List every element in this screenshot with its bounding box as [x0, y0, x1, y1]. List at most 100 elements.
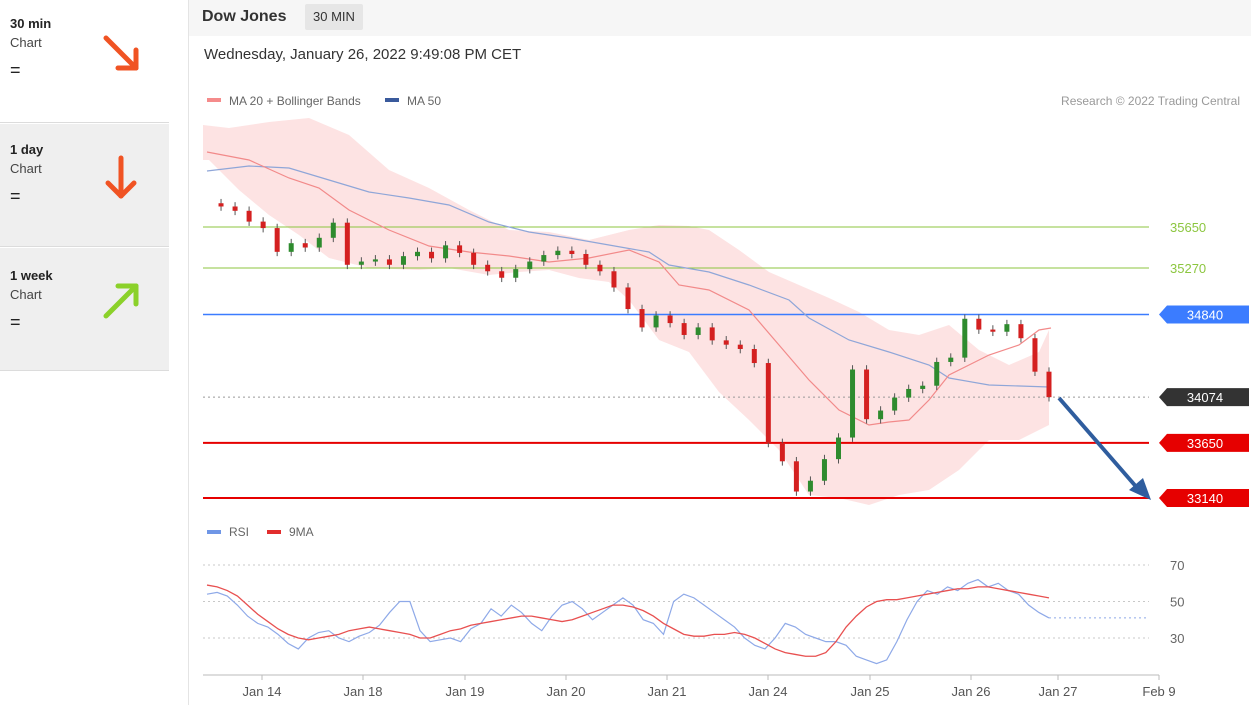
candle-body: [1046, 371, 1052, 398]
symbol-title: Dow Jones: [202, 8, 287, 25]
forecast-arrow-head: [1129, 478, 1151, 500]
candle-body: [499, 271, 505, 278]
tf-card-30min[interactable]: 30 min Chart =: [0, 0, 169, 123]
candle-body: [751, 349, 757, 364]
tf-title: 30 min: [10, 16, 52, 31]
timeframe-badge[interactable]: 30 MIN: [305, 4, 363, 30]
x-tick-label: Jan 19: [445, 684, 484, 699]
candle-body: [218, 203, 224, 207]
tf-card-1day[interactable]: 1 day Chart =: [0, 124, 169, 247]
candle-body: [457, 245, 463, 253]
candle-body: [344, 222, 350, 265]
candle-body: [807, 480, 813, 492]
levels-layer: 35650 35270 34840 34074 33650 33140: [203, 220, 1249, 507]
candle-body: [527, 261, 533, 270]
candle-body: [541, 255, 547, 262]
candle-body: [723, 340, 729, 345]
candle-body: [920, 385, 926, 389]
candle-body: [653, 315, 659, 328]
candle-body: [611, 271, 617, 288]
tf-status: =: [10, 312, 21, 332]
candle-body: [555, 250, 561, 256]
level-tag: [1159, 388, 1249, 407]
candles-layer: [218, 198, 1052, 496]
ma9-legend-swatch: [267, 530, 281, 534]
candle-body: [779, 442, 785, 462]
ma50-legend-label: MA 50: [407, 94, 441, 108]
arrow-down-icon: [105, 155, 137, 199]
candle-body: [793, 461, 799, 492]
candle-body: [681, 323, 687, 335]
x-tick-label: Jan 21: [647, 684, 686, 699]
candle-body: [386, 259, 392, 265]
tf-title: 1 day: [10, 142, 44, 157]
tf-status: =: [10, 60, 21, 80]
candle-body: [302, 243, 308, 248]
tf-subtitle: Chart: [10, 35, 42, 50]
candle-body: [246, 210, 252, 222]
candle-body: [372, 259, 378, 262]
candle-body: [274, 228, 280, 252]
candle-body: [695, 327, 701, 335]
candle-body: [316, 237, 322, 248]
candle-body: [443, 245, 449, 259]
rsi-panel: 70 50 30: [203, 558, 1184, 665]
level-tag: [1159, 489, 1249, 507]
tf-subtitle: Chart: [10, 161, 42, 176]
candle-body: [976, 318, 982, 330]
candle-body: [415, 251, 420, 257]
candle-body: [358, 261, 364, 265]
candle-body: [471, 252, 477, 265]
candle-body: [892, 397, 898, 411]
level-tag: [1159, 433, 1249, 452]
candle-body: [864, 369, 870, 420]
price-chart: MA 20 + Bollinger Bands MA 50 Research ©…: [203, 94, 1249, 699]
x-tick-label: Jan 18: [343, 684, 382, 699]
candle-body: [1018, 324, 1024, 339]
candle-body: [583, 253, 589, 265]
bollinger-band: [203, 118, 1049, 505]
candle-body: [836, 437, 841, 460]
candle-body: [906, 388, 912, 398]
candle-body: [597, 264, 603, 272]
candle-body: [625, 287, 631, 310]
candle-body: [400, 256, 406, 265]
candle-body: [667, 315, 673, 324]
level-tag: [1159, 305, 1249, 324]
candle-body: [709, 327, 715, 341]
timeframe-sidebar: 30 min Chart = 1 day Chart =: [0, 0, 169, 371]
candle-body: [765, 363, 771, 443]
rsi-legend-swatch: [207, 530, 221, 534]
chart-panel: Dow Jones 30 MIN Wednesday, January 26, …: [188, 0, 1251, 705]
candle-body: [260, 221, 266, 229]
level-label: 34840: [1187, 307, 1223, 322]
x-tick-label: Jan 20: [546, 684, 585, 699]
copyright-text: Research © 2022 Trading Central: [1061, 94, 1240, 108]
candle-body: [737, 344, 743, 350]
candle-body: [948, 357, 954, 362]
x-tick-label: Jan 14: [242, 684, 281, 699]
tf-subtitle: Chart: [10, 287, 42, 302]
arrow-up-right-icon: [103, 283, 139, 319]
candle-body: [429, 251, 435, 259]
candle-body: [990, 329, 996, 332]
ma20-line: [206, 151, 1052, 426]
tf-title: 1 week: [10, 268, 53, 283]
rsi-tick-label: 70: [1170, 558, 1184, 573]
candle-body: [232, 206, 238, 211]
x-axis: Jan 14 Jan 18 Jan 19 Jan 20 Jan 21 Jan 24 Jan …: [203, 674, 1176, 699]
ma50-legend-swatch: [385, 98, 399, 102]
level-label: 35650: [1170, 220, 1206, 235]
x-tick-label: Feb 9: [1142, 684, 1175, 699]
candle-body: [513, 269, 519, 278]
level-label: 35270: [1170, 261, 1206, 276]
forecast-arrow: [1057, 396, 1141, 492]
candle-body: [1004, 324, 1010, 332]
arrow-down-right-icon: [103, 35, 139, 71]
chart-header: Dow Jones 30 MIN: [189, 0, 1251, 36]
tf-card-1week[interactable]: 1 week Chart =: [0, 248, 169, 371]
level-label: 33650: [1187, 436, 1223, 451]
candle-body: [821, 459, 827, 481]
x-tick-label: Jan 24: [748, 684, 787, 699]
candle-body: [1032, 338, 1038, 372]
